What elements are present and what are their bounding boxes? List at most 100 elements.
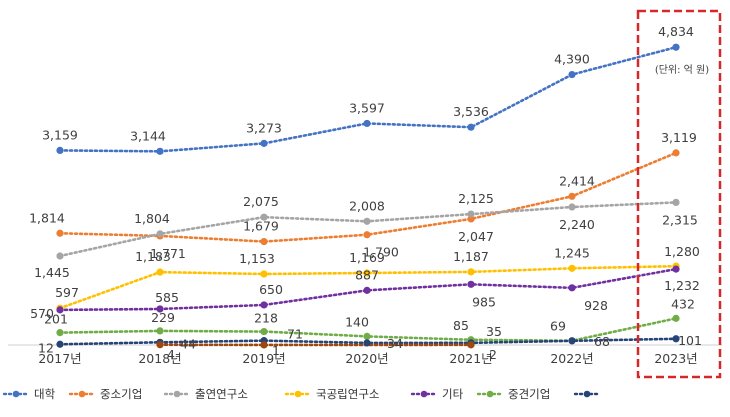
legend-label: 중소기업 bbox=[100, 387, 142, 401]
data-point bbox=[156, 305, 164, 313]
data-label: 1,790 bbox=[363, 245, 399, 260]
data-label: 1,771 bbox=[150, 246, 186, 261]
data-point bbox=[467, 123, 475, 131]
data-point bbox=[363, 231, 371, 239]
data-point bbox=[672, 265, 680, 273]
data-label: 2 bbox=[489, 347, 497, 362]
data-label: 1,153 bbox=[239, 251, 275, 266]
data-point bbox=[260, 237, 268, 246]
data-point bbox=[260, 139, 268, 147]
data-label: 2,047 bbox=[458, 229, 494, 244]
data-point bbox=[56, 340, 64, 348]
data-label: 570 bbox=[30, 306, 54, 321]
data-label: 2,125 bbox=[458, 191, 494, 206]
data-label: 71 bbox=[287, 327, 303, 342]
legend-marker bbox=[173, 390, 181, 398]
legend-label: 출연연구소 bbox=[195, 387, 248, 401]
data-label: 1 bbox=[272, 343, 280, 358]
data-label: 2,075 bbox=[243, 194, 279, 209]
data-label: 140 bbox=[345, 314, 369, 329]
data-label: 597 bbox=[55, 285, 79, 300]
data-label: 201 bbox=[44, 312, 68, 327]
data-label: 1,183 bbox=[135, 249, 171, 264]
data-point bbox=[56, 252, 64, 260]
data-label: 1,679 bbox=[243, 219, 279, 234]
data-point bbox=[363, 217, 371, 225]
data-point bbox=[156, 327, 164, 335]
data-point bbox=[260, 327, 268, 336]
data-labels: 3,159 3,144 3,273 3,597 3,536 4,390 4,834 1,814… bbox=[29, 24, 709, 362]
data-label: 4,834 bbox=[658, 24, 694, 39]
data-point bbox=[156, 341, 164, 349]
data-label: 3,144 bbox=[130, 128, 166, 143]
data-label: 928 bbox=[584, 298, 608, 313]
legend-label: 국공립연구소 bbox=[316, 387, 379, 401]
x-tick-label: 2019년 bbox=[242, 351, 285, 366]
data-label: 1,245 bbox=[554, 245, 590, 260]
highlight-box bbox=[636, 9, 722, 379]
data-label: 44 bbox=[180, 336, 196, 351]
data-point bbox=[467, 341, 475, 349]
data-label: 101 bbox=[678, 333, 702, 348]
data-label: 1,814 bbox=[29, 210, 65, 225]
data-label: 3,159 bbox=[42, 127, 78, 142]
data-label: 4 bbox=[167, 347, 175, 362]
x-axis: 2017년 2018년 2019년 2020년 2021년 2022년 2023년 bbox=[8, 344, 722, 366]
legend-marker bbox=[294, 390, 302, 398]
x-tick-label: 2022년 bbox=[550, 351, 593, 366]
data-label: 68 bbox=[594, 334, 610, 349]
data-point bbox=[56, 306, 64, 314]
data-label: 12 bbox=[38, 340, 54, 355]
data-label: 2,240 bbox=[559, 217, 595, 232]
data-point bbox=[467, 210, 475, 218]
data-label: 4,390 bbox=[554, 52, 590, 67]
x-tick-label: 2017년 bbox=[38, 351, 81, 366]
data-label: 1,232 bbox=[664, 278, 700, 293]
data-label: 3,536 bbox=[453, 104, 489, 119]
data-label: 1,280 bbox=[664, 244, 700, 259]
data-point bbox=[467, 280, 475, 288]
data-label: 2,414 bbox=[559, 173, 595, 188]
legend-marker bbox=[78, 390, 86, 398]
data-point bbox=[260, 213, 268, 221]
data-point bbox=[672, 43, 680, 51]
data-label: 1,169 bbox=[349, 250, 385, 265]
x-tick-label: 2020년 bbox=[345, 351, 388, 366]
data-point bbox=[56, 329, 64, 337]
legend-label: 기타 bbox=[442, 387, 464, 401]
data-point bbox=[156, 147, 164, 155]
data-label: 1,804 bbox=[134, 211, 170, 226]
data-label: 585 bbox=[155, 290, 179, 305]
data-label: 218 bbox=[254, 311, 278, 326]
legend: 대학 중소기업 출연연구소 국공립연구소 기타 중견기업 bbox=[2, 387, 601, 401]
data-label: 34 bbox=[387, 336, 403, 351]
data-label: 35 bbox=[486, 324, 502, 339]
data-point bbox=[568, 264, 576, 272]
x-tick-label: 2018년 bbox=[138, 351, 181, 366]
data-point bbox=[467, 268, 475, 276]
data-point bbox=[156, 268, 164, 276]
data-label: 1,445 bbox=[34, 265, 70, 280]
data-point bbox=[568, 203, 576, 211]
data-label: 650 bbox=[259, 282, 283, 297]
data-point bbox=[672, 335, 680, 343]
data-label: 69 bbox=[550, 319, 566, 334]
data-point bbox=[568, 337, 576, 345]
data-point bbox=[260, 341, 268, 349]
data-label: 3,119 bbox=[661, 130, 697, 145]
legend-label: 대학 bbox=[34, 387, 56, 401]
data-label: 985 bbox=[472, 294, 496, 309]
data-label: 229 bbox=[151, 310, 175, 325]
legend-marker bbox=[486, 390, 494, 398]
data-point bbox=[672, 314, 680, 322]
highlight-rect bbox=[636, 9, 722, 379]
x-tick-label: 2023년 bbox=[654, 351, 697, 366]
data-label: 3,597 bbox=[349, 100, 385, 115]
data-label: 1,187 bbox=[453, 249, 489, 264]
data-point bbox=[260, 270, 268, 278]
data-point bbox=[568, 192, 576, 200]
data-label: 2,008 bbox=[349, 198, 385, 213]
data-point bbox=[363, 269, 371, 277]
data-points bbox=[56, 43, 680, 349]
data-label: 2,315 bbox=[662, 212, 698, 227]
